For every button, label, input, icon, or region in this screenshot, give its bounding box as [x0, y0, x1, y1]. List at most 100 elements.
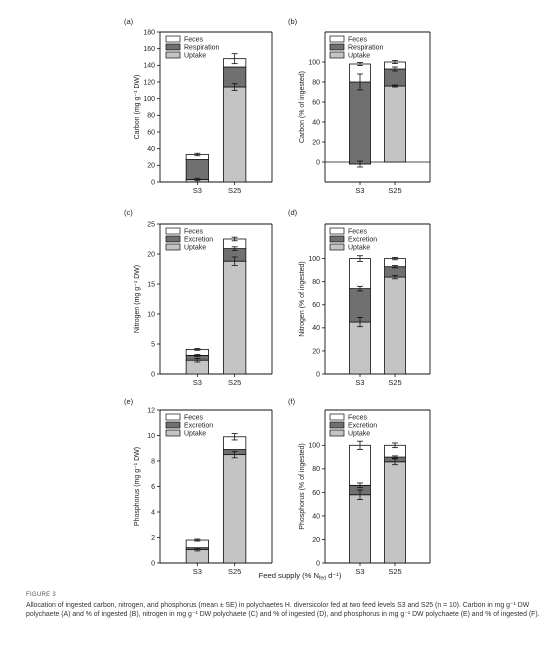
x-tick-label-a-S3: S3 — [193, 186, 202, 195]
chart-panel-c: (c) 0 5 10 15 20 25 Nitrogen (mg g⁻¹ DW) S3 S25 Fe… — [124, 208, 273, 387]
legend-swatch-e-excretion — [165, 421, 181, 429]
legend-swatch-b-uptake — [329, 51, 345, 59]
legend-label-e-feces: Feces — [184, 415, 204, 422]
figure-label: FIGURE 3 — [26, 592, 57, 598]
y-axis-label-e: Phosphorus (mg g⁻¹ DW) — [134, 447, 141, 526]
y-tick-label-b: 20 — [312, 139, 320, 146]
y-tick-label-a: 0 — [151, 179, 155, 186]
bar-f-S3-feces — [349, 444, 371, 486]
bar-f-S25-uptake — [384, 461, 406, 564]
legend-swatch-f-excretion — [329, 421, 345, 429]
x-tick-label-a-S25: S25 — [228, 186, 241, 195]
bar-e-S3-uptake — [185, 549, 209, 564]
panel-label-a: (a) — [124, 17, 134, 26]
bar-d-S3-excretion — [349, 288, 371, 323]
bar-d-S3-uptake — [349, 321, 371, 375]
y-axis-label-f: Phosphorus (% of ingested) — [299, 443, 306, 529]
chart-panel-e: (e) 0 2 4 6 8 10 12 Phosphorus (mg g⁻¹ DW) S3 S25 F… — [124, 397, 273, 576]
panel-label-e: (e) — [124, 397, 134, 406]
y-tick-label-c: 10 — [147, 311, 155, 318]
x-tick-label-d-S3: S3 — [355, 378, 364, 387]
y-tick-label-d: 0 — [316, 371, 320, 378]
shared-x-axis-label: Feed supply (% Nfed d⁻¹) — [259, 571, 342, 582]
y-tick-label-e: 12 — [147, 407, 155, 414]
legend-label-e-uptake: Uptake — [184, 431, 206, 438]
y-axis-label-a: Carbon (mg g⁻¹ DW) — [134, 75, 141, 140]
legend-swatch-f-feces — [329, 413, 345, 421]
figure-caption: Allocation of ingested carbon, nitrogen,… — [26, 602, 540, 619]
legend-label-a-uptake: Uptake — [184, 53, 206, 60]
y-tick-label-f: 40 — [312, 513, 320, 520]
y-tick-label-a: 60 — [147, 129, 155, 136]
y-axis-label-c: Nitrogen (mg g⁻¹ DW) — [134, 265, 141, 333]
bar-b-S25-respiration — [384, 68, 406, 87]
y-tick-label-c: 20 — [147, 251, 155, 258]
x-tick-label-e-S3: S3 — [193, 567, 202, 576]
x-tick-label-c-S25: S25 — [228, 378, 241, 387]
y-tick-label-c: 5 — [151, 341, 155, 348]
y-tick-label-b: 100 — [308, 59, 320, 66]
y-tick-label-a: 120 — [143, 79, 155, 86]
y-tick-label-b: 0 — [316, 159, 320, 166]
legend-label-f-excretion: Excretion — [348, 423, 377, 430]
bar-f-S3-uptake — [349, 494, 371, 564]
bar-e-S25-uptake — [223, 454, 247, 564]
legend-swatch-e-feces — [165, 413, 181, 421]
x-tick-label-e-S25: S25 — [228, 567, 241, 576]
bar-b-S3-respiration — [349, 81, 371, 165]
y-tick-label-a: 180 — [143, 29, 155, 36]
bar-d-S25-uptake — [384, 276, 406, 375]
bar-c-S25-uptake — [223, 260, 247, 375]
legend-swatch-c-feces — [165, 227, 181, 235]
legend-label-f-uptake: Uptake — [348, 431, 370, 438]
legend-swatch-a-respiration — [165, 43, 181, 51]
y-tick-label-c: 15 — [147, 281, 155, 288]
panel-label-b: (b) — [288, 17, 298, 26]
legend-label-e-excretion: Excretion — [184, 423, 213, 430]
x-tick-label-f-S3: S3 — [355, 567, 364, 576]
legend-label-b-respiration: Respiration — [348, 45, 384, 52]
y-tick-label-f: 20 — [312, 537, 320, 544]
legend-label-c-excretion: Excretion — [184, 237, 213, 244]
legend-label-d-excretion: Excretion — [348, 237, 377, 244]
legend-swatch-e-uptake — [165, 429, 181, 437]
panel-label-c: (c) — [124, 208, 133, 217]
x-tick-label-c-S3: S3 — [193, 378, 202, 387]
y-axis-label-b: Carbon (% of ingested) — [299, 71, 306, 143]
legend-label-d-feces: Feces — [348, 229, 368, 236]
x-tick-label-f-S25: S25 — [388, 567, 401, 576]
legend-label-c-feces: Feces — [184, 229, 204, 236]
y-tick-label-d: 20 — [312, 348, 320, 355]
y-tick-label-a: 160 — [143, 46, 155, 53]
legend-swatch-c-uptake — [165, 243, 181, 251]
legend-label-a-respiration: Respiration — [184, 45, 220, 52]
y-tick-label-a: 20 — [147, 163, 155, 170]
y-tick-label-c: 25 — [147, 221, 155, 228]
x-tick-label-b-S3: S3 — [355, 186, 364, 195]
legend-label-f-feces: Feces — [348, 415, 368, 422]
y-tick-label-a: 40 — [147, 146, 155, 153]
legend-label-d-uptake: Uptake — [348, 245, 370, 252]
panel-label-d: (d) — [288, 208, 298, 217]
y-tick-label-d: 40 — [312, 325, 320, 332]
y-tick-label-d: 60 — [312, 302, 320, 309]
y-tick-label-c: 0 — [151, 371, 155, 378]
legend-label-b-feces: Feces — [348, 37, 368, 44]
legend-swatch-b-respiration — [329, 43, 345, 51]
y-tick-label-e: 6 — [151, 484, 155, 491]
y-tick-label-e: 0 — [151, 560, 155, 567]
y-tick-label-d: 100 — [308, 256, 320, 263]
y-tick-label-b: 40 — [312, 119, 320, 126]
legend-swatch-a-feces — [165, 35, 181, 43]
y-tick-label-d: 80 — [312, 279, 320, 286]
legend-label-b-uptake: Uptake — [348, 53, 370, 60]
legend-label-c-uptake: Uptake — [184, 245, 206, 252]
chart-panel-a: (a) 0 20 40 60 80 100 120 140 160 180 Carbon (mg g⁻… — [124, 17, 273, 195]
x-tick-label-b-S25: S25 — [388, 186, 401, 195]
y-tick-label-f: 60 — [312, 490, 320, 497]
